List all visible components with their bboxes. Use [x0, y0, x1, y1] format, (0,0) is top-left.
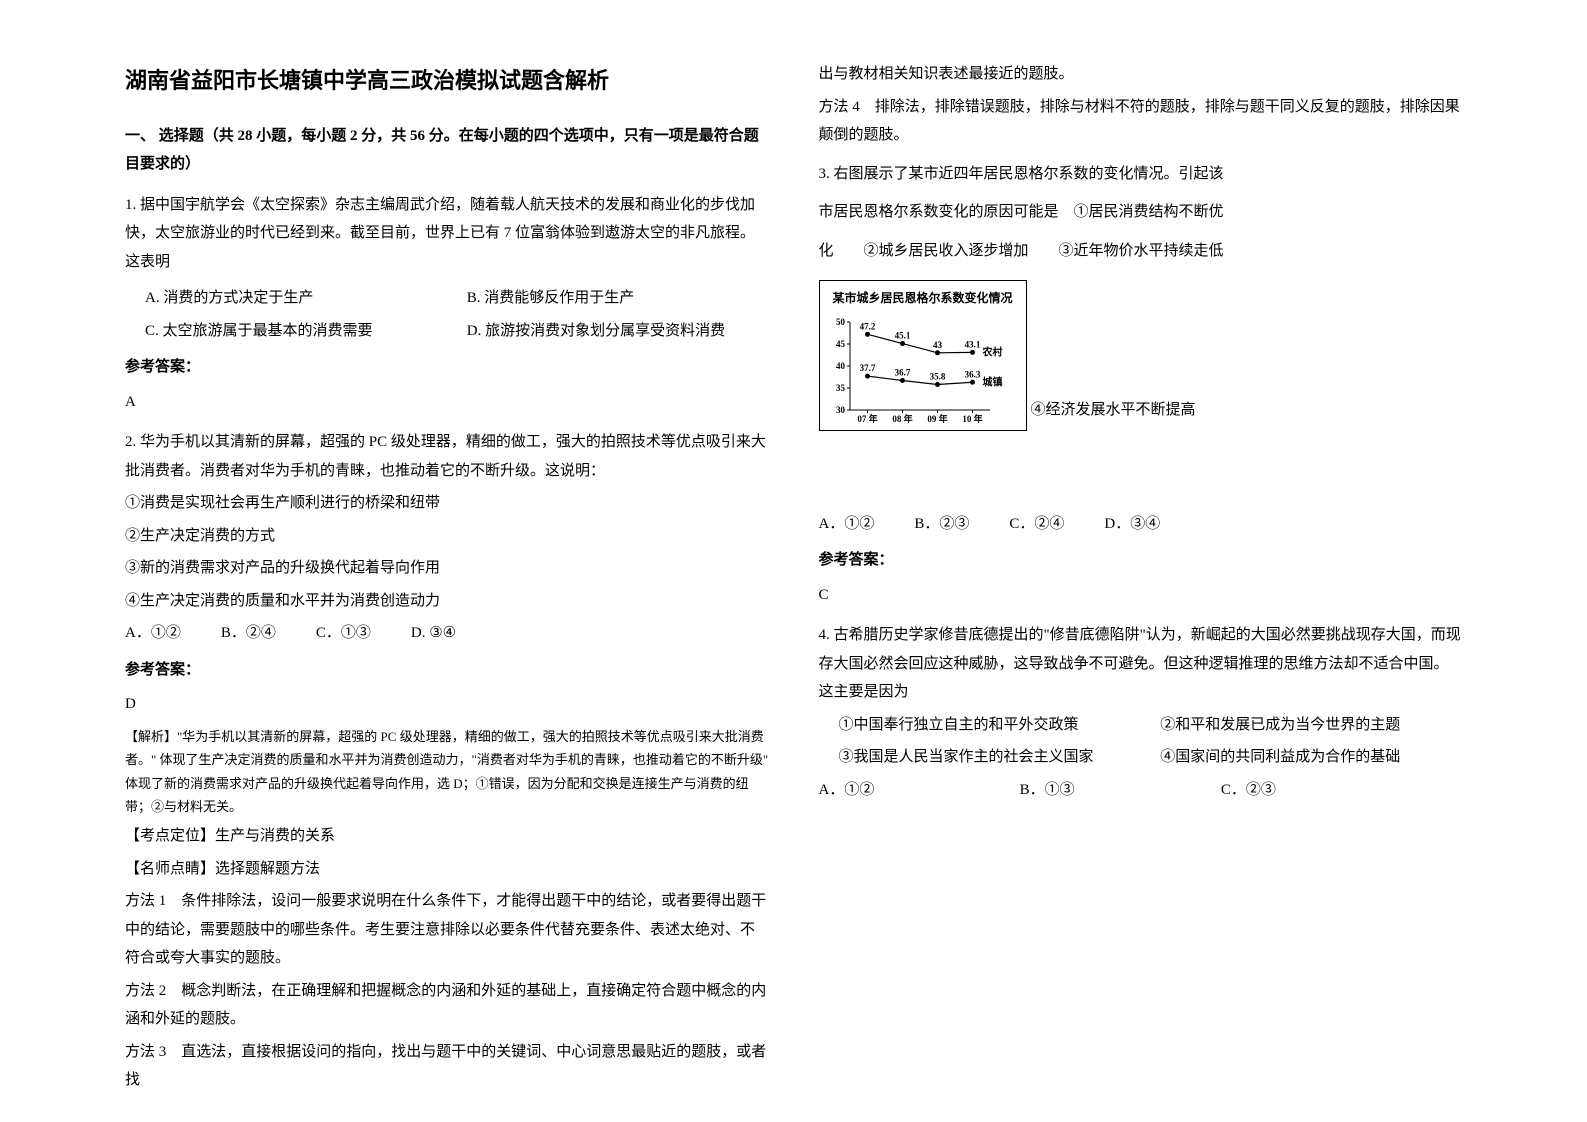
question-3: 3. 右图展示了某市近四年居民恩格尔系数的变化情况。引起该 市居民恩格尔系数变化… — [819, 160, 1463, 610]
q2-explain1: 【解析】"华为手机以其清新的屏幕，超强的 PC 级处理器，精细的做工，强大的拍照… — [125, 725, 769, 819]
q2-m2: 方法 2 概念判断法，在正确理解和把握概念的内涵和外延的基础上，直接确定符合题中… — [125, 977, 769, 1034]
q4-s2: ②和平和发展已成为当今世界的主题 — [1140, 711, 1462, 740]
svg-text:47.2: 47.2 — [859, 321, 875, 331]
q2-optA: A．①② — [125, 619, 181, 648]
section-header: 一、 选择题（共 28 小题，每小题 2 分，共 56 分。在每小题的四个选项中… — [125, 122, 769, 179]
svg-text:35.8: 35.8 — [929, 371, 945, 381]
svg-text:43: 43 — [933, 340, 943, 350]
q4-optA: A．①② — [819, 776, 1000, 805]
q1-optC: C. 太空旅游属于最基本的消费需要 — [125, 317, 447, 346]
svg-text:37.7: 37.7 — [859, 363, 875, 373]
q2-explain3: 【名师点睛】选择题解题方法 — [125, 855, 769, 884]
q1-optD: D. 旅游按消费对象划分属享受资料消费 — [447, 317, 769, 346]
q2-answer-value: D — [125, 690, 769, 719]
q3-optA: A．①② — [819, 510, 875, 539]
q4-s3: ③我国是人民当家作主的社会主义国家 — [819, 743, 1141, 772]
q1-answer-label: 参考答案： — [125, 353, 769, 382]
q2-s3: ③新的消费需求对产品的升级换代起着导向作用 — [125, 554, 769, 583]
q4-text: 4. 古希腊历史学家修昔底德提出的"修昔底德陷阱"认为，新崛起的大国必然要挑战现… — [819, 621, 1463, 707]
q2-m3: 方法 3 直选法，直接根据设问的指向，找出与题干中的关键词、中心词意思最贴近的题… — [125, 1038, 769, 1095]
svg-text:09 年: 09 年 — [927, 413, 947, 424]
q2-s4: ④生产决定消费的质量和水平并为消费创造动力 — [125, 587, 769, 616]
m3-cont: 出与教材相关知识表述最接近的题肢。 — [819, 60, 1463, 89]
q2-answer-label: 参考答案： — [125, 656, 769, 685]
q2-text: 2. 华为手机以其清新的屏幕，超强的 PC 级处理器，精细的做工，强大的拍照技术… — [125, 428, 769, 485]
q1-answer-value: A — [125, 388, 769, 417]
q2-optD: D. ③④ — [411, 619, 456, 648]
engel-chart: 某市城乡居民恩格尔系数变化情况 30 35 40 45 50 07 年 08 年 09 年 10… — [819, 280, 1027, 431]
q3-answer-value: C — [819, 581, 1463, 610]
svg-text:45: 45 — [836, 339, 846, 349]
q3-text1: 3. 右图展示了某市近四年居民恩格尔系数的变化情况。引起该 — [819, 160, 1463, 189]
q4-s4: ④国家间的共同利益成为合作的基础 — [1140, 743, 1462, 772]
question-1: 1. 据中国宇航学会《太空探索》杂志主编周武介绍，随着载人航天技术的发展和商业化… — [125, 191, 769, 417]
svg-text:07 年: 07 年 — [857, 413, 877, 424]
q2-optC: C．①③ — [316, 619, 371, 648]
svg-text:45.1: 45.1 — [894, 330, 910, 340]
q2-s1: ①消费是实现社会再生产顺利进行的桥梁和纽带 — [125, 489, 769, 518]
question-4: 4. 古希腊历史学家修昔底德提出的"修昔底德陷阱"认为，新崛起的大国必然要挑战现… — [819, 621, 1463, 804]
q3-text4: ④经济发展水平不断提高 — [1027, 396, 1196, 431]
q2-explain2: 【考点定位】生产与消费的关系 — [125, 822, 769, 851]
svg-text:农村: 农村 — [981, 345, 1002, 358]
q3-answer-label: 参考答案： — [819, 546, 1463, 575]
q4-optC: C．②③ — [1201, 776, 1402, 805]
q3-optB: B．②③ — [914, 510, 969, 539]
svg-text:43.1: 43.1 — [964, 339, 980, 349]
svg-text:35: 35 — [836, 383, 846, 393]
q2-s2: ②生产决定消费的方式 — [125, 522, 769, 551]
q2-m1: 方法 1 条件排除法，设问一般要求说明在什么条件下，才能得出题干中的结论，或者要… — [125, 887, 769, 973]
q1-optB: B. 消费能够反作用于生产 — [447, 284, 769, 313]
chart-svg: 30 35 40 45 50 07 年 08 年 09 年 10 年 47.2 45.1 43 43.1… — [828, 316, 1018, 426]
q4-optB: B．①③ — [1000, 776, 1201, 805]
q3-text2: 市居民恩格尔系数变化的原因可能是 ①居民消费结构不断优 — [819, 198, 1463, 227]
q3-optC: C．②④ — [1009, 510, 1064, 539]
q3-optD: D．③④ — [1104, 510, 1160, 539]
svg-text:50: 50 — [836, 317, 846, 327]
svg-text:36.7: 36.7 — [894, 367, 910, 377]
svg-text:30: 30 — [836, 405, 846, 415]
q4-s1: ①中国奉行独立自主的和平外交政策 — [819, 711, 1141, 740]
q3-text3: 化 ②城乡居民收入逐步增加 ③近年物价水平持续走低 — [819, 237, 1463, 266]
left-column: 湖南省益阳市长塘镇中学高三政治模拟试题含解析 一、 选择题（共 28 小题，每小… — [100, 60, 794, 1062]
svg-text:10 年: 10 年 — [962, 413, 982, 424]
svg-text:城镇: 城镇 — [982, 375, 1002, 388]
svg-text:08 年: 08 年 — [892, 413, 912, 424]
question-2: 2. 华为手机以其清新的屏幕，超强的 PC 级处理器，精细的做工，强大的拍照技术… — [125, 428, 769, 1095]
svg-text:40: 40 — [836, 361, 846, 371]
svg-text:36.3: 36.3 — [964, 369, 980, 379]
right-column: 出与教材相关知识表述最接近的题肢。 方法 4 排除法，排除错误题肢，排除与材料不… — [794, 60, 1488, 1062]
m4: 方法 4 排除法，排除错误题肢，排除与材料不符的题肢，排除与题干同义反复的题肢，… — [819, 93, 1463, 150]
q1-optA: A. 消费的方式决定于生产 — [125, 284, 447, 313]
q2-optB: B．②④ — [221, 619, 276, 648]
q1-text: 1. 据中国宇航学会《太空探索》杂志主编周武介绍，随着载人航天技术的发展和商业化… — [125, 191, 769, 277]
chart-title: 某市城乡居民恩格尔系数变化情况 — [828, 287, 1018, 310]
page-title: 湖南省益阳市长塘镇中学高三政治模拟试题含解析 — [125, 60, 769, 102]
